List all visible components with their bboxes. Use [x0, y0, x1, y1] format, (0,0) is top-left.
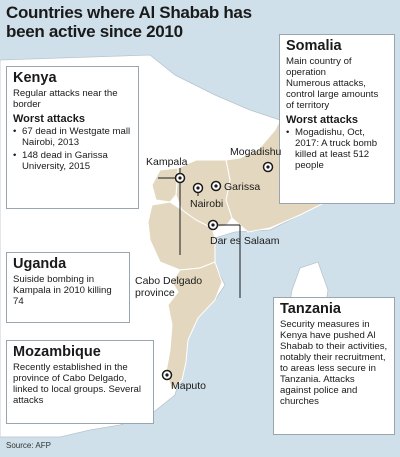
kenya-worst-heading: Worst attacks	[13, 113, 85, 125]
marker-garissa	[210, 180, 222, 192]
tanzania-text: Security measures in Kenya have pushed A…	[280, 319, 388, 407]
mozambique-text: Recently established in the province of …	[13, 362, 141, 406]
city-label-cabo-delgado: Cabo Delgado province	[135, 275, 203, 299]
city-label-kampala: Kampala	[146, 156, 188, 168]
region-mozambique	[165, 261, 223, 391]
uganda-box: Uganda Suiside bombing in Kampala in 201…	[6, 252, 130, 323]
kenya-attack-item: 148 dead in Garissa University, 2015	[13, 150, 132, 172]
city-label-garissa: Garissa	[224, 181, 261, 193]
somalia-attack-list: Mogadishu, Oct, 2017: A truck bomb kille…	[286, 127, 388, 171]
mozambique-heading: Mozambique	[13, 344, 101, 360]
kenya-text: Regular attacks near the border	[13, 88, 118, 110]
kenya-box: Kenya Regular attacks near the border Wo…	[6, 66, 139, 209]
city-label-maputo: Maputo	[171, 380, 207, 392]
city-markers	[161, 161, 274, 381]
kenya-attack-item: 67 dead in Westgate mall Nairobi, 2013	[13, 126, 132, 148]
marker-kampala	[174, 172, 186, 184]
mozambique-box: Mozambique Recently established in the p…	[6, 340, 154, 424]
city-label-mogadishu: Mogadishu	[230, 146, 282, 158]
marker-dar-es-salaam	[207, 219, 219, 231]
somalia-heading: Somalia	[286, 38, 342, 54]
uganda-heading: Uganda	[13, 256, 67, 272]
map-title: Countries where Al Shabab has been activ…	[6, 3, 252, 41]
marker-maputo	[161, 369, 173, 381]
tanzania-heading: Tanzania	[280, 301, 341, 317]
somalia-attack-item: Mogadishu, Oct, 2017: A truck bomb kille…	[286, 127, 388, 171]
region-kenya	[175, 159, 233, 229]
tanzania-box: Tanzania Security measures in Kenya have…	[273, 297, 395, 435]
somalia-box: Somalia Main country of operation Numero…	[279, 34, 395, 204]
somalia-text-secondary: Numerous attacks, control large amounts …	[286, 78, 379, 111]
kenya-attack-list: 67 dead in Westgate mall Nairobi, 2013 1…	[13, 126, 132, 172]
city-label-dar-es-salaam: Dar es Salaam	[210, 235, 280, 247]
source-credit: Source: AFP	[6, 441, 51, 450]
kenya-heading: Kenya	[13, 70, 57, 86]
somalia-worst-heading: Worst attacks	[286, 114, 358, 126]
marker-nairobi	[192, 182, 204, 194]
somalia-text-main: Main country of operation	[286, 56, 352, 78]
city-label-nairobi: Nairobi	[190, 198, 224, 210]
marker-mogadishu	[262, 161, 274, 173]
uganda-text: Suiside bombing in Kampala in 2010 killi…	[13, 274, 112, 307]
